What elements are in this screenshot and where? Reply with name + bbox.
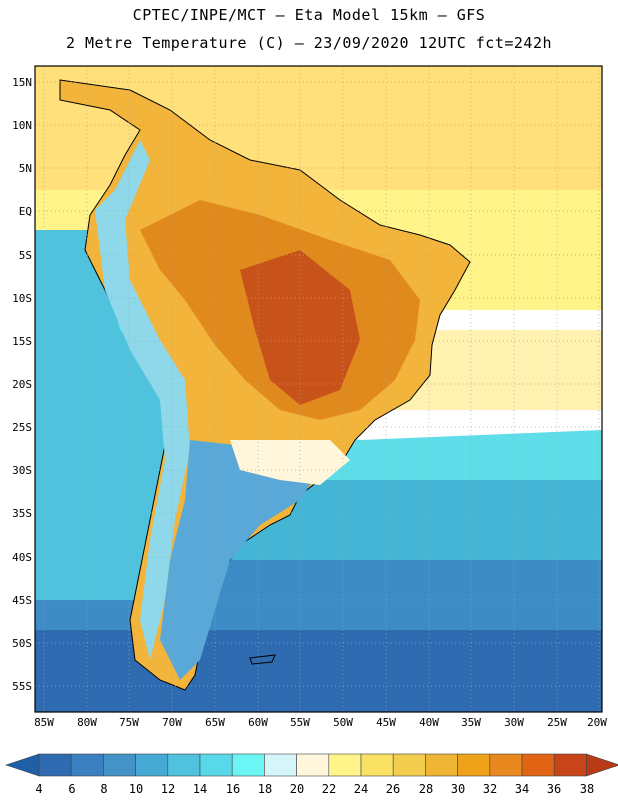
lat-label: 20S [12,378,32,391]
lon-label: 55W [290,716,310,729]
color-scale-bar [5,753,618,777]
lat-label: 10S [12,292,32,305]
lat-label: 5N [18,162,32,175]
map-title-line-2: 2 Metre Temperature (C) – 23/09/2020 12U… [65,34,553,52]
lat-label: 15N [12,76,32,89]
color-scale-swatch [199,753,233,777]
falkland-islands [249,654,276,665]
lat-label: 55S [12,680,32,693]
color-scale-label: 6 [68,782,76,796]
lon-label: 35W [461,716,481,729]
very-hot-core [240,250,360,405]
lat-label: 25S [12,421,32,434]
lat-label: 50S [12,637,32,650]
color-scale-label: 22 [321,782,337,796]
color-scale-swatch [231,753,265,777]
southern-cone-cool [160,440,320,680]
lon-label: 85W [34,716,54,729]
lon-label: 50W [333,716,353,729]
color-scale-swatch [489,753,523,777]
color-scale-label: 30 [450,782,466,796]
lon-label: 65W [205,716,225,729]
color-scale-label: 16 [225,782,241,796]
color-scale-label: 4 [35,782,43,796]
color-scale-swatch [103,753,136,777]
color-scale-label: 24 [353,782,369,796]
color-scale-label: 26 [385,782,401,796]
lat-gridlines [35,81,602,687]
color-scale-arrow-low [5,753,40,777]
color-scale-swatch [70,753,104,777]
color-scale-swatch [392,753,426,777]
lon-label: 80W [77,716,97,729]
color-scale-label: 10 [128,782,144,796]
lat-label: 35S [12,507,32,520]
lat-label: 5S [18,249,32,262]
color-scale-label: 28 [418,782,434,796]
lon-label: 40W [419,716,439,729]
color-scale-swatch [553,753,587,777]
color-scale-label: 18 [257,782,273,796]
color-scale-swatch [328,753,362,777]
color-scale-label: 20 [289,782,305,796]
color-scale-swatch [457,753,491,777]
lon-label: 20W [587,716,607,729]
andes-cool-strip [95,140,190,660]
map-frame [34,65,603,713]
ocean-band-pacific-coast [35,230,190,600]
lon-label: 30W [504,716,524,729]
color-scale-swatch [264,753,297,777]
lon-label: 75W [119,716,139,729]
lon-label: 25W [547,716,567,729]
lat-label: 10N [12,119,32,132]
map-title-line-1: CPTEC/INPE/MCT – Eta Model 15km – GFS [132,6,486,24]
pampas-mild [230,440,350,485]
color-scale-label: 12 [160,782,176,796]
color-scale-label: 34 [514,782,530,796]
lat-label: EQ [18,205,32,218]
lon-label: 60W [248,716,268,729]
lat-label: 15S [12,335,32,348]
color-scale-swatch [38,753,72,777]
color-scale-swatch [521,753,555,777]
lat-label: 40S [12,551,32,564]
color-scale-swatch [425,753,458,777]
lat-label: 30S [12,464,32,477]
color-scale-swatch [167,753,201,777]
color-scale-label: 8 [100,782,108,796]
lon-label: 45W [376,716,396,729]
color-scale-arrow-high [586,753,618,777]
color-scale-label: 38 [579,782,595,796]
color-scale-swatch [360,753,394,777]
lon-label: 70W [162,716,182,729]
color-scale-swatch [296,753,330,777]
color-scale-label: 32 [482,782,498,796]
lat-label: 45S [12,594,32,607]
color-scale-label: 36 [546,782,562,796]
color-scale-swatch [135,753,169,777]
ocean-band-polar [35,630,602,712]
color-scale-label: 14 [192,782,208,796]
